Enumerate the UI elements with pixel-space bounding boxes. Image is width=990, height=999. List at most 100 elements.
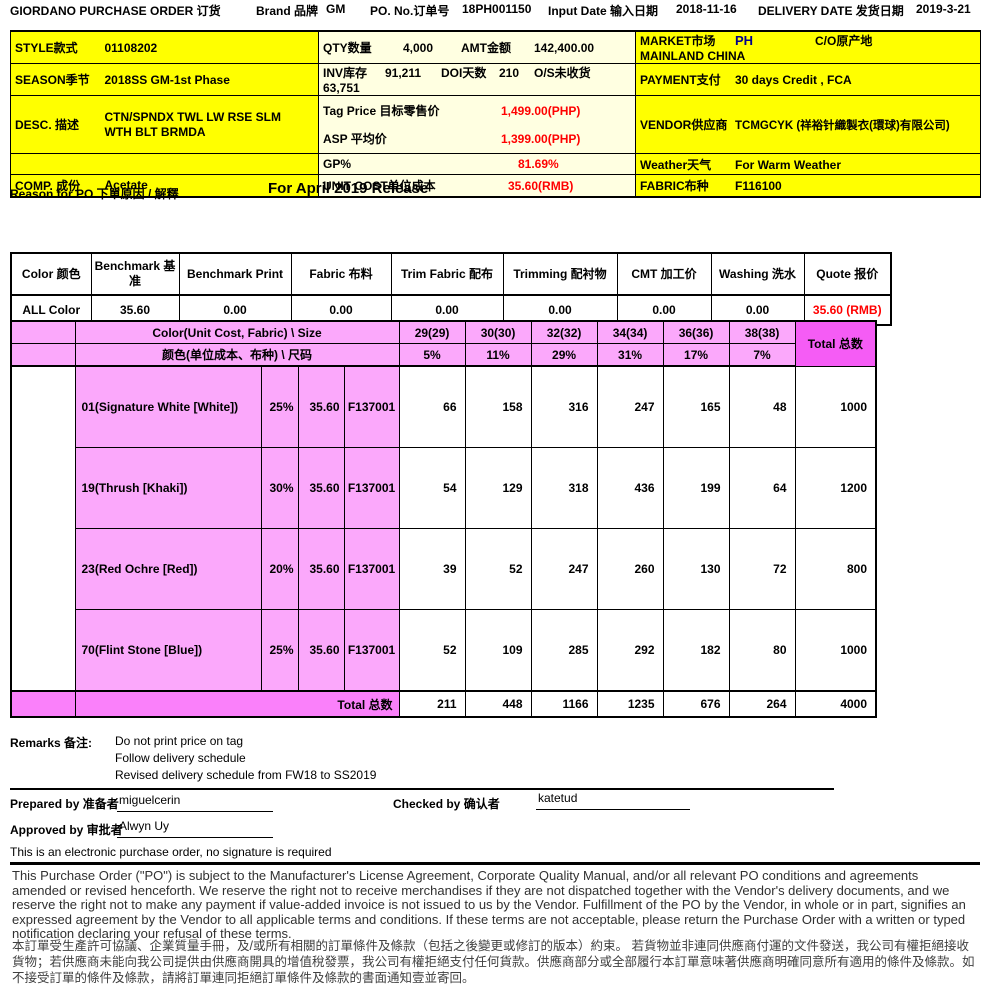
approved-by-value: Alwyn Uy — [117, 819, 273, 838]
remark-item: Follow delivery schedule — [115, 751, 246, 765]
po-number-value: 18PH001150 — [462, 2, 532, 16]
color-name: 01(Signature White [White]) — [74, 365, 262, 448]
weather-label: Weather天气 — [640, 157, 712, 172]
qty-cell: 199 — [662, 447, 730, 529]
input-date-label: Input Date 输入日期 — [548, 4, 658, 18]
document-title: GIORDANO PURCHASE ORDER 订货 — [10, 4, 221, 18]
qty-cell: 318 — [530, 447, 598, 529]
qty-cell: 316 — [530, 365, 598, 448]
qty-cell: 436 — [596, 447, 664, 529]
size-header-row-2: 颜色(单位成本、布种) \ 尺码 5% 11% 29% 31% 17% 7% — [10, 343, 876, 367]
qty-cell: 52 — [464, 528, 532, 610]
size-total: 211 — [398, 690, 466, 718]
country-origin-value: MAINLAND CHINA — [640, 49, 746, 63]
row-total: 1000 — [794, 609, 877, 692]
color-name: 19(Thrush [Khaki]) — [74, 447, 262, 529]
reason-for-po-label: Reason for PO 下單原因 / 解釋 — [10, 187, 179, 201]
season-value: 2018SS GM-1st Phase — [100, 63, 319, 96]
inventory-cell: INV库存 91,211 DOI天数 210 O/S未收货 63,751 — [318, 63, 636, 96]
size-header-spacer-1 — [10, 320, 76, 344]
color-fabric: F137001 — [343, 609, 400, 692]
electronic-po-note: This is an electronic purchase order, no… — [10, 845, 332, 859]
fabric-value: F116100 — [735, 178, 782, 193]
size-pct-29: 5% — [398, 343, 466, 367]
totals-row: Total 总数 211 448 1166 1235 676 264 4000 — [10, 690, 877, 718]
remarks-label: Remarks 备注: — [10, 736, 93, 750]
outstanding-value: 63,751 — [323, 81, 360, 95]
color-pct: 30% — [260, 447, 299, 529]
qty-cell: 285 — [530, 609, 598, 692]
unit-cost-value: 35.60(RMB) — [508, 178, 574, 193]
prepared-by-value: miguelcerin — [117, 793, 273, 812]
qty-cell: 52 — [398, 609, 466, 692]
size-col-38: 38(38) — [728, 320, 796, 344]
quote-header-trim-fabric: Trim Fabric 配布 — [390, 252, 504, 296]
row-total: 1200 — [794, 447, 877, 529]
size-total: 264 — [728, 690, 796, 718]
size-total: 1166 — [530, 690, 598, 718]
grand-total: 4000 — [794, 690, 877, 718]
unit-cost-cell: UNIT COST单位成本 35.60(RMB) — [318, 174, 636, 197]
quote-header-row: Color 颜色 Benchmark 基准 Benchmark Print Fa… — [10, 252, 892, 296]
composition-label: COMP. 成份 — [10, 174, 101, 197]
left-spacer-column — [10, 365, 76, 692]
size-pct-34: 31% — [596, 343, 664, 367]
qty-cell: 158 — [464, 365, 532, 448]
quote-header-trimming: Trimming 配衬物 — [502, 252, 618, 296]
desc-label: DESC. 描述 — [10, 95, 101, 154]
size-header-spacer-2 — [10, 343, 76, 367]
vendor-value: TCMGCYK (祥裕针織製衣(環球)有限公司) — [735, 120, 950, 132]
payment-value: 30 days Credit , FCA — [735, 73, 852, 87]
brand-value: GM — [326, 2, 346, 16]
empty-label-cell — [10, 153, 101, 175]
totals-row-label: Total 总数 — [74, 690, 400, 718]
color-unit-cost: 35.60 — [297, 447, 345, 529]
tag-price-value: 1,499.00(PHP) — [501, 103, 581, 118]
qty-cell: 247 — [596, 365, 664, 448]
market-value: PH — [735, 33, 754, 48]
color-unit-cost: 35.60 — [297, 528, 345, 610]
amt-label: AMT金额 — [461, 41, 511, 55]
payment-label: PAYMENT支付 — [640, 73, 721, 87]
prepared-by-label: Prepared by 准备者 — [10, 797, 119, 811]
color-fabric: F137001 — [343, 528, 400, 610]
qty-cell: 80 — [728, 609, 796, 692]
gp-value: 81.69% — [518, 157, 559, 171]
country-origin-label: C/O原产地 — [815, 34, 873, 48]
payment-cell: PAYMENT支付 30 days Credit , FCA — [635, 63, 981, 96]
size-col-29: 29(29) — [398, 320, 466, 344]
qty-label: QTY数量 — [323, 41, 372, 55]
quote-table: Color 颜色 Benchmark 基准 Benchmark Print Fa… — [10, 252, 892, 326]
size-header-color-size-label-zh: 颜色(单位成本、布种) \ 尺码 — [74, 343, 400, 367]
weather-value: For Warm Weather — [735, 157, 842, 172]
size-col-30: 30(30) — [464, 320, 532, 344]
input-date-value: 2018-11-16 — [676, 2, 737, 16]
checked-by-value: katetud — [536, 791, 690, 810]
po-number-label: PO. No.订单号 — [370, 4, 450, 18]
qty-cell: 247 — [530, 528, 598, 610]
color-unit-cost: 35.60 — [297, 609, 345, 692]
info-block: STYLE款式 01108202 QTY数量 4,000 AMT金额 142,400.… — [10, 30, 981, 198]
pricing-cell: Tag Price 目标零售价 1,499.00(PHP) ASP 平均价 1,39… — [318, 95, 636, 154]
season-label: SEASON季节 — [10, 63, 101, 96]
inv-value: 91,211 — [385, 66, 422, 80]
size-col-34: 34(34) — [596, 320, 664, 344]
size-col-36: 36(36) — [662, 320, 730, 344]
remarks-list: Do not print price on tag Follow deliver… — [115, 734, 376, 785]
inv-label: INV库存 — [323, 66, 368, 80]
qty-cell: 292 — [596, 609, 664, 692]
size-pct-32: 29% — [530, 343, 598, 367]
legal-terms-chinese: 本訂單受生產許可協議、企業質量手冊，及/或所有相關的訂單條件及條款（包括之後變更… — [12, 939, 975, 985]
color-pct: 25% — [260, 365, 299, 448]
gp-cell: GP% 81.69% — [318, 153, 636, 175]
unit-cost-label: UNIT COST单位成本 — [323, 178, 436, 193]
size-pct-36: 17% — [662, 343, 730, 367]
desc-value: CTN/SPNDX TWL LW RSE SLM WTH BLT BRMDA — [100, 95, 319, 154]
qty-cell: 39 — [398, 528, 466, 610]
qty-cell: 182 — [662, 609, 730, 692]
qty-cell: 165 — [662, 365, 730, 448]
amt-value: 142,400.00 — [534, 41, 595, 55]
quote-header-cmt: CMT 加工价 — [616, 252, 712, 296]
quote-header-fabric: Fabric 布料 — [290, 252, 392, 296]
